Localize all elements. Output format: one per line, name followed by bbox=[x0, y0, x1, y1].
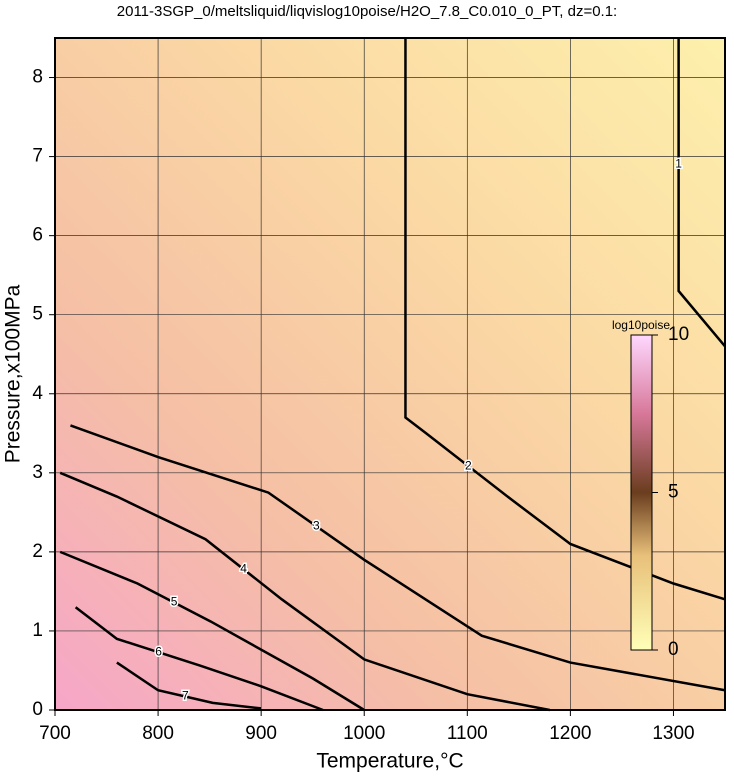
y-tick-label: 3 bbox=[32, 462, 43, 483]
y-tick-label: 5 bbox=[32, 304, 43, 325]
contour-label: 6 bbox=[155, 644, 162, 658]
plot-frame bbox=[54, 37, 726, 711]
contour-line bbox=[70, 424, 726, 692]
x-tick-label: 800 bbox=[142, 723, 174, 744]
y-tick-label: 2 bbox=[32, 541, 43, 562]
colorbar-tick-label: 10 bbox=[668, 324, 689, 345]
contour-line bbox=[59, 550, 365, 712]
plot-background bbox=[55, 38, 725, 710]
contour-label: 3 bbox=[313, 518, 320, 532]
y-tick-label: 7 bbox=[32, 146, 43, 167]
contour-line bbox=[59, 471, 551, 712]
x-tick-label: 1000 bbox=[343, 723, 385, 744]
colorbar bbox=[630, 334, 653, 651]
y-axis-label: Pressure,x100MPa bbox=[2, 284, 25, 463]
contour-line bbox=[116, 661, 262, 710]
plot-layer: 1 2 3 4 5 6 7 bbox=[54, 38, 726, 712]
colorbar-label: log10poise bbox=[612, 318, 670, 332]
y-tick-label: 8 bbox=[32, 67, 43, 88]
y-tick-label: 4 bbox=[32, 383, 43, 404]
colorbar-tick-label: 0 bbox=[668, 639, 679, 660]
x-tick-label: 1200 bbox=[549, 723, 591, 744]
contour-label: 5 bbox=[171, 595, 178, 609]
y-tick-label: 1 bbox=[32, 620, 43, 641]
x-axis-label: Temperature,°C bbox=[316, 750, 463, 773]
x-tick-label: 700 bbox=[39, 723, 71, 744]
contour-label: 7 bbox=[182, 689, 189, 703]
contour-label: 2 bbox=[465, 458, 472, 472]
contour-line bbox=[74, 606, 324, 712]
y-tick-label: 0 bbox=[32, 699, 43, 720]
contour-line bbox=[404, 38, 726, 601]
x-tick-label: 900 bbox=[245, 723, 277, 744]
contour-label: 1 bbox=[675, 157, 682, 171]
chart-title: 2011-3SGP_0/meltsliquid/liqvislog10poise… bbox=[117, 3, 617, 20]
x-tick-label: 1300 bbox=[652, 723, 694, 744]
y-tick-label: 6 bbox=[32, 225, 43, 246]
x-tick-label: 1100 bbox=[447, 723, 488, 744]
contour-label: 4 bbox=[240, 561, 247, 575]
contour-line bbox=[677, 38, 726, 348]
colorbar-tick-label: 5 bbox=[668, 482, 679, 503]
